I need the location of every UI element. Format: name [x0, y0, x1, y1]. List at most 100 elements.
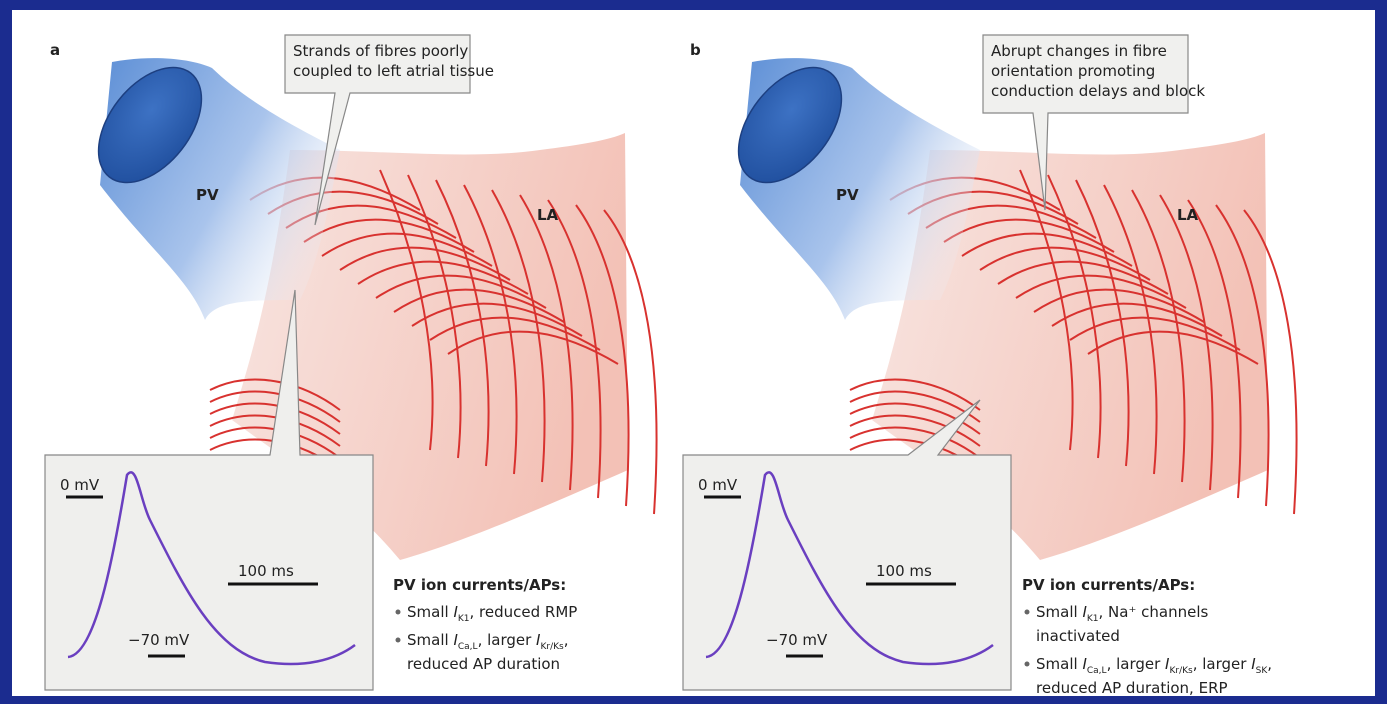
voltage-label: −70 mV — [766, 631, 828, 649]
currents-line: Small ICa,L, larger IKr/Ks, — [407, 631, 569, 652]
symbol: I — [1165, 655, 1170, 673]
symbol: I — [1082, 603, 1087, 621]
bullet — [1024, 609, 1030, 615]
fibre — [393, 288, 565, 323]
currents-heading: PV ion currents/APs: — [393, 576, 566, 594]
currents-line: inactivated — [1036, 627, 1120, 645]
symbol: I — [453, 631, 458, 649]
inset-box — [682, 399, 1012, 691]
fibre — [303, 218, 475, 253]
fibre — [849, 402, 981, 435]
fibre — [1187, 199, 1242, 499]
fibre — [1131, 189, 1186, 483]
text-run: Small — [407, 603, 453, 621]
text-run: reduced AP duration, ERP — [1036, 679, 1228, 697]
panel: b PV LA Abrupt changes in fibre orientation … — [682, 34, 1298, 697]
symbol: I — [1082, 655, 1087, 673]
text-run: Small — [1036, 603, 1082, 621]
fibre — [1103, 184, 1158, 475]
fibre — [519, 194, 574, 491]
fibre — [849, 378, 981, 411]
callout-text: Abrupt changes in fibre — [991, 42, 1167, 60]
currents-line: Small IK1, reduced RMP — [407, 603, 577, 624]
text-run: Small — [1036, 655, 1082, 673]
fibre — [1215, 204, 1270, 507]
text-run: , reduced RMP — [470, 603, 578, 621]
callout-box — [982, 34, 1189, 211]
callout-text: coupled to left atrial tissue — [293, 62, 494, 80]
text-run: , larger — [1193, 655, 1251, 673]
fibre — [379, 169, 434, 451]
subscript: Kr/Ks — [540, 642, 564, 652]
text-run: , Na⁺ channels — [1099, 603, 1209, 621]
fibre — [375, 274, 547, 309]
time-label: 100 ms — [876, 562, 932, 580]
time-label: 100 ms — [238, 562, 294, 580]
text-run: reduced AP duration — [407, 655, 560, 673]
fibre — [209, 390, 341, 423]
callout-text: Strands of fibres poorly — [293, 42, 468, 60]
fibre — [1243, 209, 1298, 515]
subscript: SK — [1256, 666, 1269, 676]
fibre — [1087, 330, 1259, 365]
text-run: inactivated — [1036, 627, 1120, 645]
panel-label: b — [690, 41, 701, 59]
fibre — [447, 330, 619, 365]
subscript: Ca,L — [458, 642, 478, 652]
panel: a PV LA Strands of fibres poorly coupled to … — [44, 34, 658, 691]
fibre — [1015, 274, 1187, 309]
fibre — [603, 209, 658, 515]
voltage-label: −70 mV — [128, 631, 190, 649]
subscript: Ca,L — [1087, 666, 1107, 676]
la-label: LA — [537, 206, 559, 224]
fibre — [1033, 288, 1205, 323]
bullet — [395, 637, 401, 643]
fibre — [435, 179, 490, 467]
voltage-label: 0 mV — [60, 476, 100, 494]
action-potential-trace — [705, 471, 994, 666]
fibre — [411, 302, 583, 337]
la-label: LA — [1177, 206, 1199, 224]
fibre — [357, 260, 529, 295]
symbol: I — [536, 631, 541, 649]
fibre — [463, 184, 518, 475]
fibre — [1051, 302, 1223, 337]
currents-line: Small ICa,L, larger IKr/Ks, larger ISK, — [1036, 655, 1272, 676]
subscript: Kr/Ks — [1169, 666, 1193, 676]
fibre — [943, 218, 1115, 253]
symbol: I — [453, 603, 458, 621]
fibre — [1159, 194, 1214, 491]
fibre — [339, 246, 511, 281]
bullet — [395, 609, 401, 615]
fibre — [547, 199, 602, 499]
fibre — [575, 204, 630, 507]
fibre — [321, 232, 493, 267]
fibre — [1075, 179, 1130, 467]
subscript: K1 — [1087, 614, 1099, 624]
action-potential-trace — [67, 471, 356, 666]
fibre — [209, 402, 341, 435]
fibre — [1069, 316, 1241, 351]
text-run: , — [564, 631, 569, 649]
vein-opening — [737, 66, 843, 184]
text-run: , larger — [1107, 655, 1165, 673]
currents-line: Small IK1, Na⁺ channels — [1036, 603, 1209, 624]
fibre — [209, 414, 341, 447]
inset-box — [44, 289, 374, 691]
fibre — [491, 189, 546, 483]
fibre — [1047, 174, 1102, 459]
fibre — [997, 260, 1169, 295]
text-run: Small — [407, 631, 453, 649]
currents-line: reduced AP duration — [407, 655, 560, 673]
currents-line: reduced AP duration, ERP — [1036, 679, 1228, 697]
fibre — [849, 426, 981, 459]
fibre — [429, 316, 601, 351]
panel-label: a — [50, 41, 60, 59]
fibre — [1019, 169, 1074, 451]
callout-box — [284, 34, 471, 226]
pv-label: PV — [836, 186, 859, 204]
voltage-label: 0 mV — [698, 476, 738, 494]
text-run: , larger — [478, 631, 536, 649]
